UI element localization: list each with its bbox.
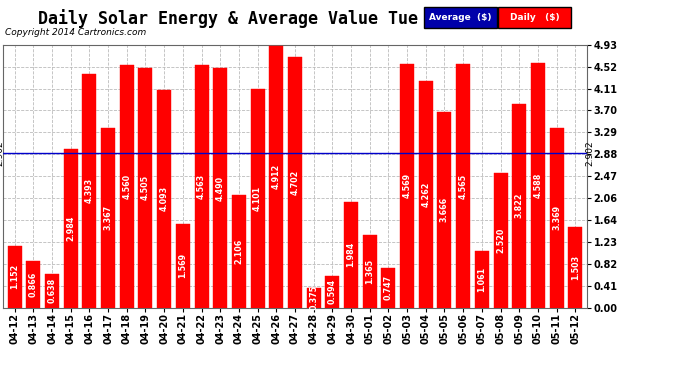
Text: 4.569: 4.569 xyxy=(402,173,412,198)
Bar xyxy=(26,261,40,308)
Bar xyxy=(493,173,508,308)
Text: 2.902: 2.902 xyxy=(586,140,595,166)
Bar xyxy=(326,276,339,308)
Text: 4.565: 4.565 xyxy=(459,173,468,198)
Text: 4.093: 4.093 xyxy=(159,186,168,211)
Bar xyxy=(157,90,171,308)
Bar xyxy=(288,57,302,308)
Bar xyxy=(456,64,470,308)
Text: 4.560: 4.560 xyxy=(122,174,131,199)
Text: 4.490: 4.490 xyxy=(216,176,225,201)
Text: 4.912: 4.912 xyxy=(272,164,281,189)
Bar xyxy=(45,273,59,308)
Text: 2.902: 2.902 xyxy=(0,140,4,166)
Bar xyxy=(569,228,582,308)
Text: 1.503: 1.503 xyxy=(571,255,580,280)
Bar xyxy=(382,268,395,308)
Text: 4.702: 4.702 xyxy=(290,170,299,195)
Text: 3.369: 3.369 xyxy=(552,205,561,230)
Text: 0.594: 0.594 xyxy=(328,279,337,304)
Bar xyxy=(363,235,377,308)
Bar xyxy=(195,64,208,308)
Bar xyxy=(475,251,489,308)
Text: 4.588: 4.588 xyxy=(533,172,542,198)
Bar xyxy=(82,74,97,308)
Bar xyxy=(531,63,545,308)
Bar xyxy=(232,195,246,308)
Text: Copyright 2014 Cartronics.com: Copyright 2014 Cartronics.com xyxy=(5,28,146,37)
Text: 3.822: 3.822 xyxy=(515,193,524,219)
Bar xyxy=(8,246,21,308)
Text: 2.984: 2.984 xyxy=(66,215,75,241)
Text: 0.866: 0.866 xyxy=(29,272,38,297)
Text: Daily Solar Energy & Average Value Tue May 13 05:54: Daily Solar Energy & Average Value Tue M… xyxy=(38,9,549,28)
Bar xyxy=(344,202,358,308)
Text: 1.061: 1.061 xyxy=(477,267,486,292)
Text: 4.101: 4.101 xyxy=(253,186,262,211)
Text: 4.393: 4.393 xyxy=(85,178,94,203)
Bar xyxy=(437,112,451,308)
Text: 0.375: 0.375 xyxy=(309,285,318,310)
Text: 1.365: 1.365 xyxy=(365,259,374,284)
Bar xyxy=(400,64,414,308)
Bar xyxy=(306,288,321,308)
Text: 2.520: 2.520 xyxy=(496,228,505,253)
Bar xyxy=(139,68,152,308)
Text: 3.367: 3.367 xyxy=(104,205,112,230)
Text: 2.106: 2.106 xyxy=(235,239,244,264)
Text: Daily   ($): Daily ($) xyxy=(510,13,559,22)
Bar xyxy=(419,81,433,308)
Text: 3.666: 3.666 xyxy=(440,197,449,222)
Bar xyxy=(213,68,227,308)
Text: 0.747: 0.747 xyxy=(384,275,393,300)
Text: 0.638: 0.638 xyxy=(48,278,57,303)
Text: 4.563: 4.563 xyxy=(197,174,206,199)
Bar xyxy=(512,104,526,308)
Text: 4.262: 4.262 xyxy=(422,182,431,207)
Bar xyxy=(101,128,115,308)
Text: 1.984: 1.984 xyxy=(346,242,355,267)
Text: 1.152: 1.152 xyxy=(10,264,19,290)
Bar xyxy=(250,89,264,308)
Bar xyxy=(176,224,190,308)
Bar xyxy=(63,148,78,308)
Bar xyxy=(269,46,284,308)
Text: Average  ($): Average ($) xyxy=(429,13,492,22)
Bar xyxy=(550,128,564,308)
Bar xyxy=(120,65,134,308)
Text: 1.569: 1.569 xyxy=(178,253,188,278)
Text: 4.505: 4.505 xyxy=(141,175,150,200)
